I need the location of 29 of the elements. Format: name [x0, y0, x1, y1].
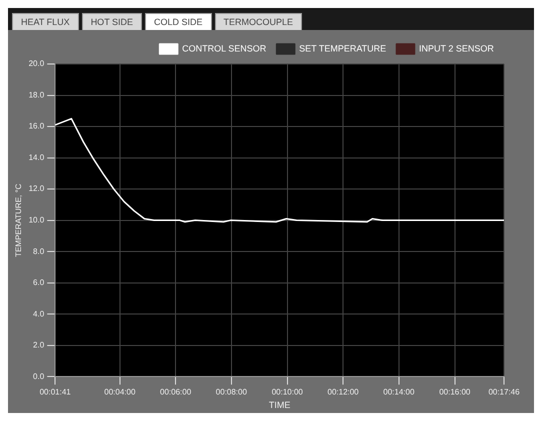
y-tick-label: 8.0 — [33, 246, 45, 256]
x-tick-label: 00:16:00 — [439, 388, 471, 397]
x-tick-label: 00:17:46 — [488, 388, 520, 397]
y-tick-label: 18.0 — [28, 90, 45, 100]
text: TERMOCOUPLE — [214, 13, 302, 30]
x-axis-title: TIME — [268, 400, 290, 410]
text: HOT SIDE — [82, 13, 142, 30]
y-axis-title: TEMPERATURE, °C — [14, 183, 24, 257]
y-tick-label: 0.0 — [33, 372, 45, 381]
y-tick-label: 16.0 — [28, 122, 45, 131]
y-tick-label: 4.0 — [33, 309, 45, 318]
y-tick-label: 12.0 — [28, 184, 45, 194]
text: COLD SIDE — [145, 13, 212, 30]
y-tick-label: 2.0 — [33, 340, 45, 350]
x-tick-label: 00:04:00 — [104, 388, 136, 397]
y-tick-label: 14.0 — [28, 152, 45, 162]
legend-label: CONTROL SENSOR — [182, 43, 267, 54]
x-tick-label: 00:12:00 — [327, 388, 360, 397]
x-tick-label: 00:08:00 — [216, 388, 248, 397]
y-tick-label: 10.0 — [28, 216, 45, 225]
y-tick-label: 6.0 — [33, 278, 45, 288]
text: HEAT FLUX — [12, 13, 79, 30]
legend-label: SET TEMPERATURE — [299, 43, 386, 54]
legend-label: INPUT 2 SENSOR — [418, 43, 494, 54]
y-tick-label: 20.0 — [28, 59, 45, 68]
x-tick-label: 00:14:00 — [383, 388, 415, 397]
x-tick-label: 00:01:41 — [40, 388, 72, 397]
x-tick-label: 00:10:00 — [272, 388, 304, 397]
x-tick-label: 00:06:00 — [160, 388, 192, 397]
